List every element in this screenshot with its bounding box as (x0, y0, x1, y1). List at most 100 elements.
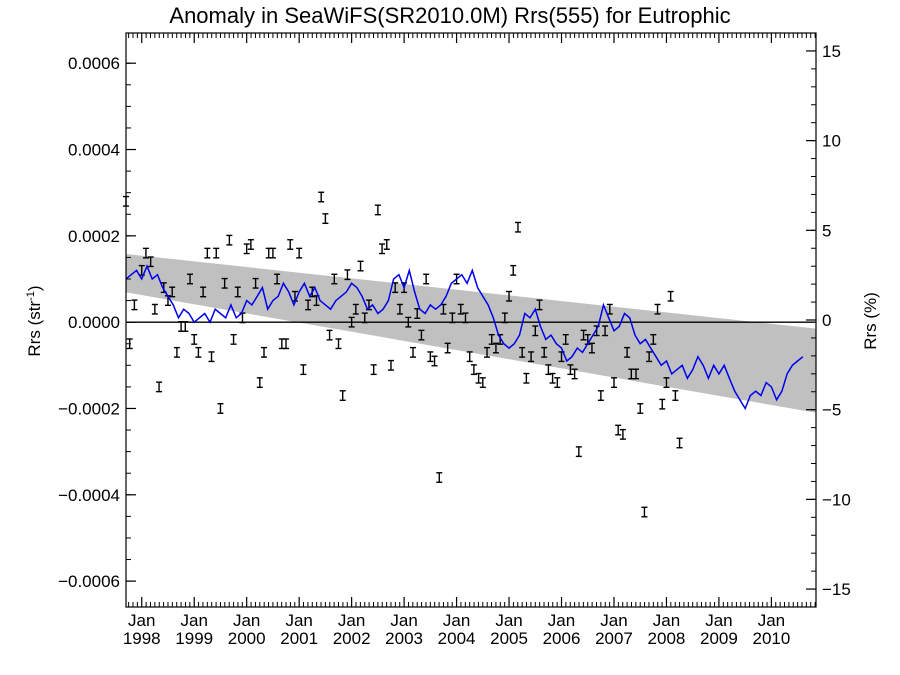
error-bar (187, 273, 194, 285)
running-mean-line (125, 264, 804, 411)
error-bar (318, 191, 325, 203)
x-tick-label-year: 1999 (175, 629, 213, 648)
error-bar (492, 342, 499, 354)
error-bar (361, 312, 368, 324)
error-bar (387, 359, 394, 371)
error-bar (274, 273, 281, 285)
error-bar (234, 286, 241, 298)
y-tick-label-right: −5 (822, 401, 841, 420)
error-bar (213, 247, 220, 259)
error-bar (654, 303, 661, 315)
error-bar (287, 239, 294, 250)
error-bar (624, 346, 631, 358)
x-tick-label-month: Jan (495, 611, 522, 630)
y-axis-label-left: Rrs (str-1) (25, 285, 44, 356)
x-tick-label-year: 2004 (438, 629, 476, 648)
x-tick-label-month: Jan (653, 611, 680, 630)
y-tick-label-left: 0.0002 (68, 227, 120, 246)
error-bar (379, 243, 386, 255)
x-tick-label-month: Jan (600, 611, 627, 630)
error-bar (562, 333, 569, 345)
error-bar (131, 299, 138, 311)
y-axis-label-right: Rrs (%) (861, 292, 880, 350)
error-bar (156, 381, 163, 393)
x-tick-label-year: 2000 (228, 629, 266, 648)
error-bar (479, 377, 486, 389)
error-bar (532, 325, 539, 337)
error-bar (396, 303, 403, 315)
y-tick-label-right: 10 (822, 132, 841, 151)
error-bar (470, 364, 477, 376)
error-bar (147, 256, 154, 268)
error-bar (506, 290, 513, 302)
x-tick-label-year: 2003 (385, 629, 423, 648)
error-bar (484, 346, 491, 358)
x-tick-label-year: 1998 (123, 629, 161, 648)
y-tick-label-left: 0.0000 (68, 313, 120, 332)
x-tick-label-month: Jan (705, 611, 732, 630)
error-bar (580, 329, 587, 341)
error-bar (431, 355, 438, 367)
y-tick-label-right: 15 (822, 42, 841, 61)
error-bar (296, 247, 303, 259)
error-bar (619, 428, 626, 440)
x-tick-label-month: Jan (181, 611, 208, 630)
error-bar (610, 377, 617, 389)
y-tick-label-right: 5 (822, 221, 831, 240)
error-bar (567, 364, 574, 376)
x-tick-label-year: 2002 (333, 629, 371, 648)
error-bar (142, 247, 149, 259)
error-bar (370, 364, 377, 376)
error-bar (405, 316, 412, 328)
x-tick-label-year: 2005 (490, 629, 528, 648)
error-bar (571, 368, 578, 380)
error-bar (326, 329, 333, 341)
x-tick-label-year: 2006 (543, 629, 581, 648)
error-bar (501, 312, 508, 324)
error-bar (252, 277, 259, 289)
error-bar (182, 321, 189, 332)
error-bar (423, 273, 430, 285)
y-tick-label-left: 0.0006 (68, 54, 120, 73)
error-bar (659, 398, 666, 410)
error-bar (173, 346, 180, 358)
error-bar (646, 351, 653, 363)
error-bar (637, 403, 644, 414)
axes-layer: 0.0006 0.0004 0.0002 0.0000 −0.0002 −0.0004 −0… (58, 32, 851, 648)
error-bar (348, 316, 355, 328)
error-bar (151, 303, 158, 315)
y-tick-label-left: −0.0006 (58, 572, 120, 591)
error-bar (650, 333, 657, 345)
running-mean-layer (125, 264, 804, 411)
error-bar (374, 204, 381, 216)
error-bar (247, 239, 254, 250)
error-bar (278, 338, 285, 350)
error-bar (169, 286, 176, 298)
error-bar (444, 342, 451, 354)
x-tick-label-month: Jan (233, 611, 260, 630)
error-bar (383, 239, 390, 250)
error-bar (305, 299, 312, 311)
error-bar (514, 221, 521, 233)
error-bar (475, 372, 482, 384)
y-tick-label-right: −15 (822, 580, 851, 599)
error-bar (519, 346, 526, 358)
error-bar (208, 351, 215, 363)
error-bar (200, 286, 207, 298)
error-bar (602, 325, 609, 337)
error-bar (615, 424, 622, 436)
error-bar (300, 364, 307, 376)
y-tick-label-left: −0.0004 (58, 486, 120, 505)
x-tick-label-month: Jan (390, 611, 417, 630)
error-bar (536, 299, 543, 311)
error-bar (427, 351, 434, 363)
error-bar (466, 351, 473, 363)
error-bar (230, 333, 237, 345)
error-bar (672, 390, 679, 401)
error-bar (676, 437, 683, 449)
error-bar (221, 277, 228, 289)
error-bar (418, 329, 425, 341)
trend-band (126, 253, 816, 413)
error-bar (331, 273, 338, 285)
error-bar (195, 346, 202, 358)
